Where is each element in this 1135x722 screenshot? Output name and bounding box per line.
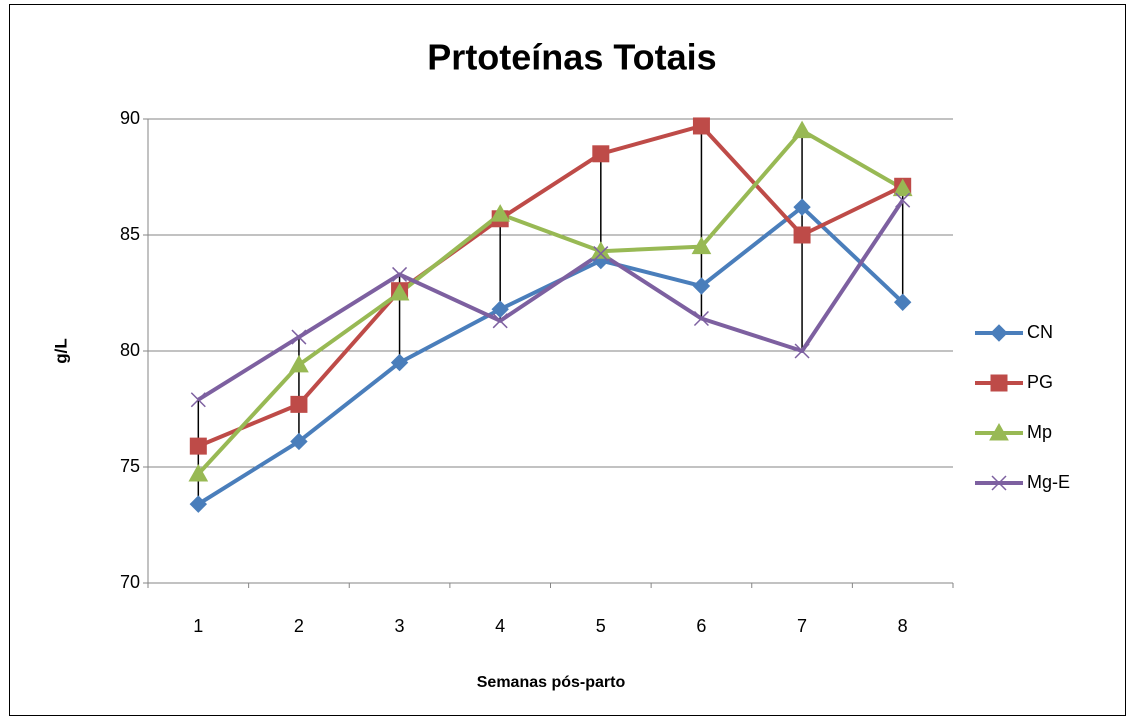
series-line	[196, 128, 904, 476]
data-point	[390, 353, 409, 372]
chart-title: Prtoteínas Totais	[427, 37, 716, 78]
x-tick-label: 1	[193, 616, 203, 636]
data-point	[692, 277, 711, 295]
data-point	[190, 392, 206, 408]
legend-marker	[990, 324, 1008, 342]
data-point	[692, 117, 710, 135]
data-point	[592, 145, 610, 163]
data-point	[893, 293, 912, 311]
data-point	[593, 246, 609, 262]
y-tick-label: 90	[120, 108, 140, 128]
x-tick-label: 3	[395, 616, 405, 636]
data-point	[290, 432, 308, 451]
legend-label: Mp	[1027, 422, 1052, 442]
legend-label: Mg-E	[1027, 472, 1070, 492]
data-point	[491, 300, 509, 318]
data-point	[389, 282, 410, 301]
data-point	[392, 266, 408, 282]
data-point	[792, 120, 812, 139]
data-point	[793, 226, 811, 244]
legend-label: PG	[1027, 372, 1053, 392]
data-point	[188, 463, 209, 482]
data-point	[693, 310, 709, 327]
data-point	[691, 236, 712, 255]
x-tick-label: 6	[696, 616, 706, 636]
x-axis-label: Semanas pós-parto	[477, 674, 626, 691]
y-tick-label: 85	[120, 224, 140, 244]
y-tick-label: 80	[120, 340, 140, 360]
data-point	[793, 198, 811, 216]
legend-marker	[991, 475, 1007, 491]
x-tick-label: 2	[294, 616, 304, 636]
y-tick-label: 70	[120, 572, 140, 592]
y-axis-label: g/L	[51, 338, 70, 364]
series-line	[197, 123, 904, 448]
legend-label: CN	[1027, 322, 1053, 342]
series-line	[197, 199, 905, 402]
data-point	[189, 437, 207, 455]
data-point	[490, 204, 511, 222]
y-tick-label: 75	[120, 456, 140, 476]
x-tick-label: 4	[495, 616, 505, 636]
data-point	[290, 395, 308, 413]
data-point	[794, 343, 810, 359]
data-point	[590, 241, 611, 259]
x-tick-label: 5	[596, 616, 606, 636]
legend-marker	[989, 422, 1009, 441]
data-point	[492, 313, 508, 329]
x-tick-label: 7	[797, 616, 807, 636]
data-point	[189, 495, 208, 513]
data-point	[892, 178, 913, 197]
data-point	[291, 329, 307, 345]
data-point	[895, 192, 911, 208]
data-point	[289, 354, 309, 373]
x-tick-label: 8	[898, 616, 908, 636]
legend-marker	[990, 374, 1008, 392]
chart-border	[9, 4, 1126, 716]
